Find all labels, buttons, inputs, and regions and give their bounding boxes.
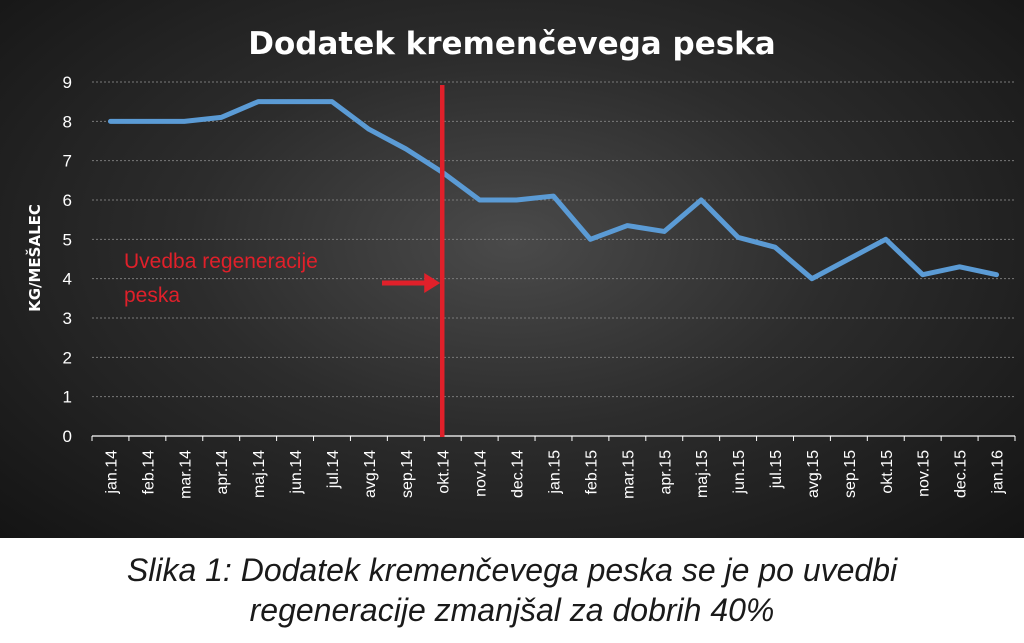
y-axis-label: KG/MEŠALEC: [25, 204, 44, 312]
x-tick-label: apr.14: [214, 450, 231, 495]
arrow-head: [424, 273, 441, 293]
y-tick-labels: 0 1 2 3 4 5 6 7 8 9: [63, 73, 72, 446]
data-point: [663, 230, 665, 232]
x-tick-label: jan.16: [990, 450, 1007, 495]
data-point: [626, 225, 628, 227]
x-tick-label: feb.14: [140, 450, 157, 495]
data-point: [996, 274, 998, 276]
x-tick-label: okt.15: [879, 450, 896, 494]
y-tick-label: 4: [63, 270, 72, 289]
figure-caption: Slika 1: Dodatek kremenčevega peska se j…: [0, 550, 1024, 630]
x-tick-label: jul.14: [325, 450, 342, 489]
x-tick-label: mar.15: [620, 450, 637, 499]
x-tick-label: avg.15: [805, 450, 822, 498]
data-point: [516, 199, 518, 201]
x-tick-label: mar.14: [177, 450, 194, 499]
x-tick-label: jan.15: [547, 450, 564, 495]
x-tick-labels: jan.14 feb.14 mar.14 apr.14 maj.14 jun.14 jul.…: [103, 450, 1006, 499]
data-point: [959, 266, 961, 268]
data-point: [405, 148, 407, 150]
annotation-group: Uvedba regeneracije peska: [124, 85, 445, 437]
data-point: [368, 128, 370, 130]
x-tick-label: maj.14: [251, 450, 268, 498]
chart-title: Dodatek kremenčevega peska: [248, 26, 775, 62]
x-tick-label: feb.15: [583, 450, 600, 495]
x-tick-label: jul.15: [768, 450, 785, 489]
x-tick-label: jan.14: [103, 450, 120, 495]
data-point: [109, 120, 111, 122]
data-point: [257, 101, 259, 103]
y-tick-label: 7: [63, 152, 72, 171]
line-chart: Dodatek kremenčevega peska KG/MEŠALEC 0 1…: [25, 26, 1016, 499]
series-layer: [107, 99, 1000, 282]
y-tick-label: 3: [63, 309, 72, 328]
data-point: [811, 278, 813, 280]
x-tick-label: nov.15: [916, 450, 933, 497]
data-point: [331, 101, 333, 103]
data-point: [922, 274, 924, 276]
data-point: [479, 199, 481, 201]
x-tick-label: jun.15: [731, 450, 748, 495]
data-point: [848, 258, 850, 260]
caption-line-2: regeneracije zmanjšal za dobrih 40%: [249, 592, 775, 628]
x-tick-label: avg.14: [362, 450, 379, 498]
x-tick-label: okt.14: [436, 450, 453, 494]
y-tick-label: 9: [63, 73, 72, 92]
x-tick-label: sep.14: [399, 450, 416, 498]
data-point: [700, 199, 702, 201]
annotation-text-line-2: peska: [124, 284, 180, 307]
data-point: [146, 120, 148, 122]
y-tick-label: 6: [63, 191, 72, 210]
y-tick-label: 1: [63, 388, 72, 407]
y-tick-label: 8: [63, 112, 72, 131]
x-tick-label: jun.14: [288, 450, 305, 495]
data-point: [737, 236, 739, 238]
data-point: [553, 195, 554, 197]
data-point: [294, 101, 296, 103]
y-tick-label: 5: [63, 230, 72, 249]
x-tick-label: nov.14: [473, 450, 490, 497]
data-point: [885, 238, 887, 240]
x-tick-label: sep.15: [842, 450, 859, 498]
x-tick-label: dec.14: [510, 450, 527, 498]
data-point: [774, 246, 776, 248]
data-point: [183, 120, 185, 122]
x-tick-label: apr.15: [657, 450, 674, 495]
chart-panel: Dodatek kremenčevega peska KG/MEŠALEC 0 1…: [0, 0, 1024, 538]
annotation-text-line-1: Uvedba regeneracije: [124, 250, 318, 273]
gridlines: [91, 81, 1016, 441]
data-point: [589, 238, 591, 240]
y-tick-label: 2: [63, 348, 72, 367]
x-tick-label: dec.15: [953, 450, 970, 498]
caption-line-1: Slika 1: Dodatek kremenčevega peska se j…: [126, 552, 898, 588]
x-tick-label: maj.15: [694, 450, 711, 498]
y-tick-label: 0: [63, 427, 72, 446]
data-point: [220, 116, 222, 118]
